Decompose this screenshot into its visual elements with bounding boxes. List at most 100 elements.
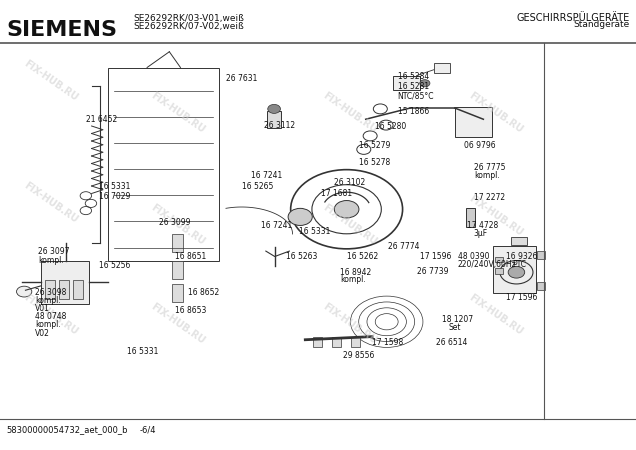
Text: 06 9796: 06 9796 <box>464 141 496 150</box>
Text: 16 5265: 16 5265 <box>242 182 273 191</box>
Circle shape <box>268 104 280 113</box>
Text: 16 5278: 16 5278 <box>359 158 391 167</box>
Text: 16 8652: 16 8652 <box>188 288 219 297</box>
Text: 16 8942: 16 8942 <box>340 268 371 277</box>
Circle shape <box>508 266 525 278</box>
Text: FIX-HUB.RU: FIX-HUB.RU <box>321 90 378 135</box>
Bar <box>59 280 69 299</box>
Text: 58300000054732_aet_000_b: 58300000054732_aet_000_b <box>6 425 128 434</box>
Text: 17 1596: 17 1596 <box>420 252 451 261</box>
Bar <box>41 261 89 304</box>
Bar <box>537 251 545 259</box>
Text: kompl.: kompl. <box>35 320 60 329</box>
Bar <box>495 268 503 274</box>
Text: 16 5331: 16 5331 <box>127 347 158 356</box>
Text: 15 1866: 15 1866 <box>398 107 429 116</box>
Text: 16 5281: 16 5281 <box>398 82 429 91</box>
Bar <box>493 246 536 293</box>
Text: 26 3102: 26 3102 <box>334 178 365 187</box>
Bar <box>332 337 341 347</box>
Text: 16 5331: 16 5331 <box>299 227 330 236</box>
Text: -6/4: -6/4 <box>140 425 156 434</box>
Circle shape <box>288 208 312 225</box>
Text: 18 1207: 18 1207 <box>442 315 473 324</box>
Circle shape <box>335 201 359 218</box>
Bar <box>45 280 55 299</box>
Text: 17 4728: 17 4728 <box>467 220 499 230</box>
Text: 26 3112: 26 3112 <box>264 122 295 130</box>
Text: FIX-HUB.RU: FIX-HUB.RU <box>467 90 525 135</box>
Text: 16 9326: 16 9326 <box>506 252 537 261</box>
Text: FIX-HUB.RU: FIX-HUB.RU <box>149 203 207 247</box>
Text: Standgeräte: Standgeräte <box>574 20 630 29</box>
Text: kompl.: kompl. <box>340 275 366 284</box>
Text: GESCHIRRSPÜLGERÄTE: GESCHIRRSPÜLGERÄTE <box>516 13 630 22</box>
Text: 17 1596: 17 1596 <box>506 292 537 302</box>
Text: V01: V01 <box>35 304 50 313</box>
Text: 16 5262: 16 5262 <box>347 252 378 261</box>
Text: 16 7029: 16 7029 <box>99 192 130 201</box>
Text: 16 5284: 16 5284 <box>398 72 429 81</box>
Text: 26 3098: 26 3098 <box>35 288 66 297</box>
Bar <box>511 237 527 245</box>
Text: PTC: PTC <box>512 260 526 269</box>
Text: 29 8556: 29 8556 <box>343 351 375 360</box>
Text: 16 5280: 16 5280 <box>375 122 406 131</box>
Text: 16 5279: 16 5279 <box>359 141 391 150</box>
Text: 16 8651: 16 8651 <box>175 252 206 261</box>
Text: 26 6514: 26 6514 <box>436 338 467 347</box>
Text: 16 5263: 16 5263 <box>286 252 317 261</box>
Text: 26 7775: 26 7775 <box>474 163 506 172</box>
Bar <box>172 234 183 252</box>
Circle shape <box>17 286 32 297</box>
Bar <box>455 107 492 137</box>
Bar <box>537 282 545 290</box>
Text: V02: V02 <box>35 328 50 338</box>
Bar <box>393 76 420 90</box>
Text: FIX-HUB.RU: FIX-HUB.RU <box>22 59 80 103</box>
Text: 26 3097: 26 3097 <box>38 248 70 256</box>
Text: FIX-HUB.RU: FIX-HUB.RU <box>22 180 80 225</box>
Text: FIX-HUB.RU: FIX-HUB.RU <box>467 194 525 238</box>
Text: 3μF: 3μF <box>474 229 488 238</box>
Text: 16 7241: 16 7241 <box>261 220 292 230</box>
Text: kompl.: kompl. <box>35 296 60 305</box>
Text: 26 3099: 26 3099 <box>159 218 191 227</box>
Bar <box>172 284 183 302</box>
Text: 21 6452: 21 6452 <box>86 115 117 124</box>
Text: 16 5256: 16 5256 <box>99 261 130 270</box>
Bar <box>434 63 450 73</box>
Text: Set: Set <box>448 323 461 332</box>
Bar <box>495 256 503 262</box>
Text: 17 2272: 17 2272 <box>474 194 505 202</box>
Text: 48 0748: 48 0748 <box>35 312 66 321</box>
Text: 17 1681: 17 1681 <box>321 189 352 198</box>
Text: 48 0390: 48 0390 <box>458 252 490 261</box>
Text: 16 7241: 16 7241 <box>251 171 282 180</box>
Text: SIEMENS: SIEMENS <box>6 20 118 40</box>
Text: 16 8653: 16 8653 <box>175 306 206 315</box>
Text: NTC/85°C: NTC/85°C <box>398 92 434 101</box>
Bar <box>108 68 219 261</box>
Text: kompl.: kompl. <box>474 171 499 180</box>
Text: FIX-HUB.RU: FIX-HUB.RU <box>321 203 378 247</box>
Text: 26 7774: 26 7774 <box>388 242 420 251</box>
Bar <box>313 337 322 347</box>
Bar <box>172 261 183 279</box>
Text: 17 1598: 17 1598 <box>372 338 403 347</box>
Text: 26 7739: 26 7739 <box>417 267 448 276</box>
Text: SE26292RK/07-V02,weiß: SE26292RK/07-V02,weiß <box>134 22 244 31</box>
Text: FIX-HUB.RU: FIX-HUB.RU <box>149 302 207 346</box>
Text: SE26292RK/03-V01,weiß: SE26292RK/03-V01,weiß <box>134 14 244 23</box>
Text: 16 5331: 16 5331 <box>99 182 130 191</box>
Text: FIX-HUB.RU: FIX-HUB.RU <box>22 293 80 337</box>
Text: FIX-HUB.RU: FIX-HUB.RU <box>149 90 207 135</box>
Bar <box>351 337 360 347</box>
Text: 220/240V,60Hz: 220/240V,60Hz <box>458 260 516 269</box>
Text: 26 7631: 26 7631 <box>226 74 257 83</box>
Text: kompl.: kompl. <box>38 256 64 265</box>
Text: FIX-HUB.RU: FIX-HUB.RU <box>321 302 378 346</box>
Text: FIX-HUB.RU: FIX-HUB.RU <box>467 293 525 337</box>
Circle shape <box>420 80 430 87</box>
Bar <box>466 208 475 227</box>
